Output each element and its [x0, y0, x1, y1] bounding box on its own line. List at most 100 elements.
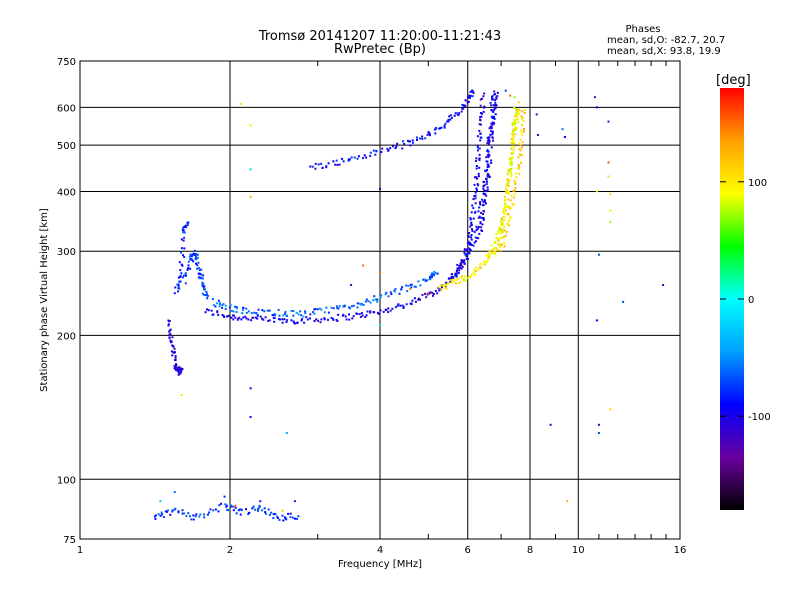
data-point: [512, 123, 515, 126]
data-point: [487, 156, 490, 159]
data-point: [335, 318, 338, 321]
data-point: [487, 165, 490, 168]
data-point: [282, 314, 285, 317]
data-point: [477, 237, 480, 240]
data-point: [472, 271, 475, 274]
data-point: [515, 127, 518, 130]
data-point: [497, 238, 500, 241]
data-point: [305, 316, 308, 319]
data-point: [510, 171, 513, 174]
data-point: [194, 515, 197, 518]
data-point: [230, 316, 233, 319]
data-point: [179, 280, 182, 283]
data-point: [389, 147, 392, 150]
data-point: [483, 184, 486, 187]
data-point: [494, 240, 497, 243]
data-point: [403, 143, 406, 145]
data-point: [448, 277, 451, 280]
data-point: [597, 423, 600, 426]
data-point: [505, 185, 508, 188]
data-point: [472, 244, 475, 247]
data-point: [188, 255, 191, 258]
data-point: [185, 226, 188, 229]
data-point: [386, 147, 389, 150]
data-point: [281, 321, 284, 324]
data-point: [447, 118, 450, 121]
data-point: [504, 198, 507, 201]
data-point: [175, 364, 178, 367]
data-point: [481, 204, 484, 207]
data-point: [183, 512, 186, 515]
data-point: [265, 512, 267, 515]
data-point: [348, 313, 350, 316]
data-point: [416, 136, 418, 139]
x-tick-label: 6: [465, 545, 471, 556]
data-point: [425, 296, 428, 299]
data-point: [197, 272, 200, 275]
data-point: [427, 292, 430, 295]
data-point: [318, 307, 321, 310]
data-point: [224, 308, 227, 311]
data-point: [183, 274, 186, 277]
data-point: [469, 225, 472, 228]
data-point: [466, 252, 469, 255]
data-point: [523, 112, 526, 114]
data-point: [487, 256, 490, 259]
data-point: [502, 219, 505, 221]
data-point: [515, 108, 518, 110]
data-point: [227, 314, 230, 317]
data-point: [306, 318, 309, 321]
data-point: [231, 309, 233, 312]
data-point: [281, 514, 284, 517]
data-point: [323, 318, 326, 321]
data-point: [458, 282, 461, 285]
y-tick-label: 400: [57, 187, 76, 198]
data-point: [274, 513, 277, 516]
data-point: [444, 122, 447, 125]
data-point: [337, 307, 340, 310]
data-point: [277, 309, 280, 311]
x-tick-label: 8: [527, 545, 533, 556]
data-point: [508, 158, 511, 161]
data-point: [294, 322, 297, 325]
data-point: [218, 305, 221, 308]
data-point: [320, 162, 323, 165]
data-point: [467, 240, 470, 243]
data-point: [491, 109, 494, 112]
data-point: [480, 263, 483, 265]
data-point: [517, 101, 520, 104]
data-point: [169, 339, 172, 342]
data-point: [180, 238, 183, 241]
data-point: [348, 158, 351, 161]
data-point: [219, 301, 221, 304]
data-point: [515, 113, 518, 116]
data-point: [356, 157, 359, 160]
data-point: [237, 317, 240, 320]
data-point: [457, 267, 460, 270]
data-point: [470, 234, 473, 236]
data-point: [490, 159, 493, 162]
data-point: [514, 133, 517, 136]
data-point: [472, 217, 475, 220]
data-point: [485, 183, 488, 186]
data-point: [465, 257, 468, 260]
data-point: [504, 234, 507, 237]
data-point: [451, 273, 453, 276]
data-point: [229, 304, 232, 307]
data-point: [508, 179, 511, 181]
data-point: [512, 138, 515, 141]
data-point: [495, 233, 498, 235]
data-point: [332, 160, 335, 163]
data-point: [490, 162, 493, 164]
data-point: [479, 139, 482, 142]
data-point: [336, 163, 339, 166]
data-point: [497, 231, 500, 234]
data-point: [268, 513, 271, 516]
data-point: [474, 191, 477, 194]
data-point: [365, 314, 368, 317]
data-point: [471, 229, 474, 232]
data-point: [513, 106, 516, 109]
data-point: [461, 107, 464, 110]
data-point: [366, 310, 369, 313]
data-point: [479, 116, 482, 119]
